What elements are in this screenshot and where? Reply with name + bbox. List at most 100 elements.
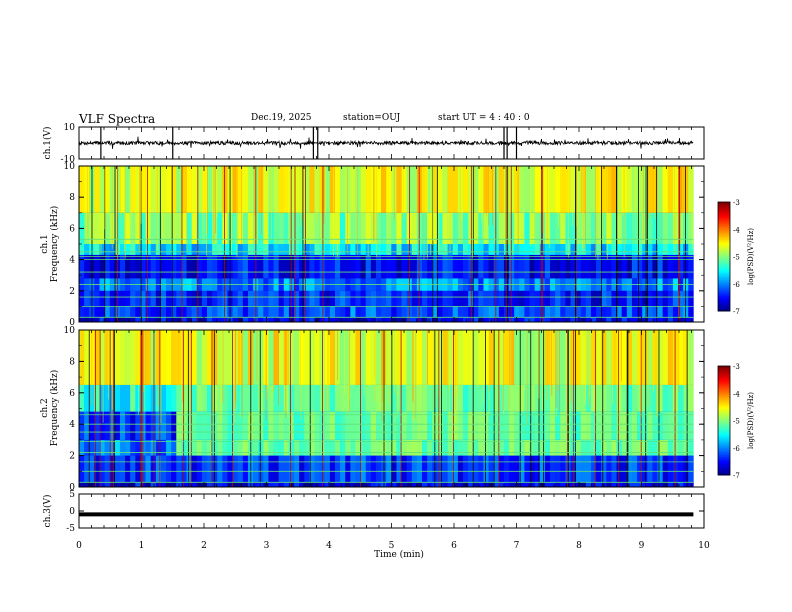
- ch1-spectro-cell: [678, 244, 684, 255]
- ch1-spectro-cell: [529, 306, 535, 318]
- ch2-spectro-cell: [268, 330, 274, 385]
- ch1-spectro-cell: [611, 166, 617, 213]
- ch2-spectro-tick-label: 0: [69, 483, 75, 493]
- ch1-spectro-cell: [171, 317, 177, 322]
- ch1-spectro-cell: [672, 254, 679, 279]
- ch1-spectro-cell: [396, 244, 402, 255]
- ch2-spectro-cell: [130, 330, 136, 385]
- ch2-spectro-cell: [340, 482, 346, 487]
- ch2-spectro-cell: [176, 439, 182, 456]
- ch2-spectro-cell: [422, 482, 428, 487]
- ch1-spectro-cell: [457, 166, 464, 213]
- ch2-spectro-cell: [135, 482, 141, 487]
- colorbar-1-cell: [718, 301, 730, 305]
- ch1-spectro-cell: [160, 244, 167, 255]
- ch1-spectro-cell: [340, 306, 346, 318]
- ch2-spectro-cell: [217, 455, 223, 483]
- ch1-spectro-cell: [201, 212, 208, 244]
- ch1-spectro-cell: [186, 254, 192, 279]
- ch1-spectro-cell: [570, 166, 576, 213]
- ch1-spectro-cell: [360, 290, 367, 307]
- ch1-spectro-cell: [319, 244, 326, 255]
- ch1-spectro-cell: [79, 290, 85, 307]
- ch2-spectro-cell: [601, 411, 607, 440]
- ch1-spectro-cell: [678, 290, 684, 307]
- colorbar-1-cell: [718, 240, 730, 243]
- ch2-spectro-cell: [498, 439, 505, 456]
- colorbar-2-cell: [718, 424, 730, 427]
- ch1-spectro-cell: [196, 166, 203, 213]
- ch2-spectro-cell: [652, 330, 658, 385]
- ch1-spectro-cell: [155, 212, 162, 244]
- ch2-spectro-cell: [79, 455, 85, 483]
- colorbar-1-cell: [718, 245, 730, 248]
- ch2-spectro-cell: [375, 439, 382, 456]
- ch1-spectro-cell: [206, 290, 213, 307]
- ch1-spectro-cell: [524, 290, 530, 307]
- colorbar-1-cell: [718, 300, 730, 303]
- ch1-spectro-cell: [340, 317, 346, 322]
- x-tick-label: 0: [76, 541, 82, 551]
- ch1-spectro-cell: [457, 212, 464, 244]
- ch1-spectro-cell: [99, 254, 105, 279]
- colorbar-1-cell: [718, 252, 730, 256]
- ch1-spectro-cell: [299, 212, 305, 244]
- colorbar-1-cell: [718, 227, 730, 230]
- ch1-spectro-cell: [457, 290, 464, 307]
- ch2-spectro-cell: [304, 330, 310, 385]
- ch2-spectro-cell: [196, 384, 203, 412]
- colorbar-2-cell: [718, 436, 730, 440]
- ch1-spectro-cell: [519, 317, 525, 322]
- ch1-spectro-cell: [176, 212, 182, 244]
- ch2-spectro-cell: [616, 455, 622, 483]
- ch2-spectro-cell: [637, 384, 643, 412]
- ch1-spectro-cell: [626, 166, 633, 213]
- ch1-spectro-cell: [191, 254, 198, 279]
- colorbar-1-cell: [718, 211, 730, 214]
- ch1-spectro-cell: [396, 290, 402, 307]
- ch2-spectro-cell: [503, 330, 510, 385]
- ch1-spectro-cell: [488, 166, 494, 213]
- colorbar-1-cell: [718, 231, 730, 234]
- ch1-spectro-cell: [268, 212, 274, 244]
- ch1-spectro-cell: [109, 317, 116, 322]
- ch1-spectro-cell: [590, 212, 597, 244]
- ch2-spectro-cell: [212, 384, 218, 412]
- ch1-spectro-cell: [642, 290, 648, 307]
- ch1-spectro-cell: [155, 317, 162, 322]
- ch1-spectro-cell: [447, 254, 454, 279]
- ch2-spectro-cell: [519, 330, 525, 385]
- ch1-spectro-cell: [621, 306, 628, 318]
- ch2-spectro-cell: [119, 330, 126, 385]
- ch2-spectro-cell: [611, 455, 617, 483]
- colorbar-1-cell: [718, 236, 730, 239]
- ch2-spectro-cell: [212, 411, 218, 440]
- ch2-spectro-cell: [365, 384, 372, 412]
- ch1-spectro-cell: [278, 306, 285, 318]
- ch2-spectro-cell: [580, 330, 587, 385]
- ch1-spectro-cell: [411, 290, 418, 307]
- ch2-spectro-cell: [370, 384, 377, 412]
- ch2-spectro-cell: [596, 411, 602, 440]
- panel-frame: [78, 493, 705, 529]
- ch2-spectro-cell: [657, 411, 663, 440]
- ch2-spectro-cell: [360, 384, 367, 412]
- ch2-spectro-cell: [647, 330, 653, 385]
- ch1-spectro-cell: [555, 244, 561, 255]
- ch1-spectro-cell: [263, 212, 269, 244]
- ch2-spectro-cell: [473, 439, 479, 456]
- ch1-spectro-cell: [130, 254, 136, 279]
- ch1-spectro-cell: [222, 306, 228, 318]
- ch1-spectro-cell: [283, 212, 290, 244]
- ch2-spectro-cell: [539, 455, 546, 483]
- ch1-spectro-cell: [125, 166, 131, 213]
- ch1-spectro-cell: [437, 254, 443, 279]
- colorbar-1-cell: [718, 267, 730, 270]
- ch1-spectro-cell: [544, 244, 551, 255]
- ch1-spectro-cell: [427, 306, 433, 318]
- ch2-spectro-cell: [626, 384, 633, 412]
- colorbar-1-cell: [718, 278, 730, 281]
- ch1-spectro-cell: [411, 244, 418, 255]
- ch1-spectro-cell: [278, 166, 285, 213]
- ch2-spectro-cell: [125, 482, 131, 487]
